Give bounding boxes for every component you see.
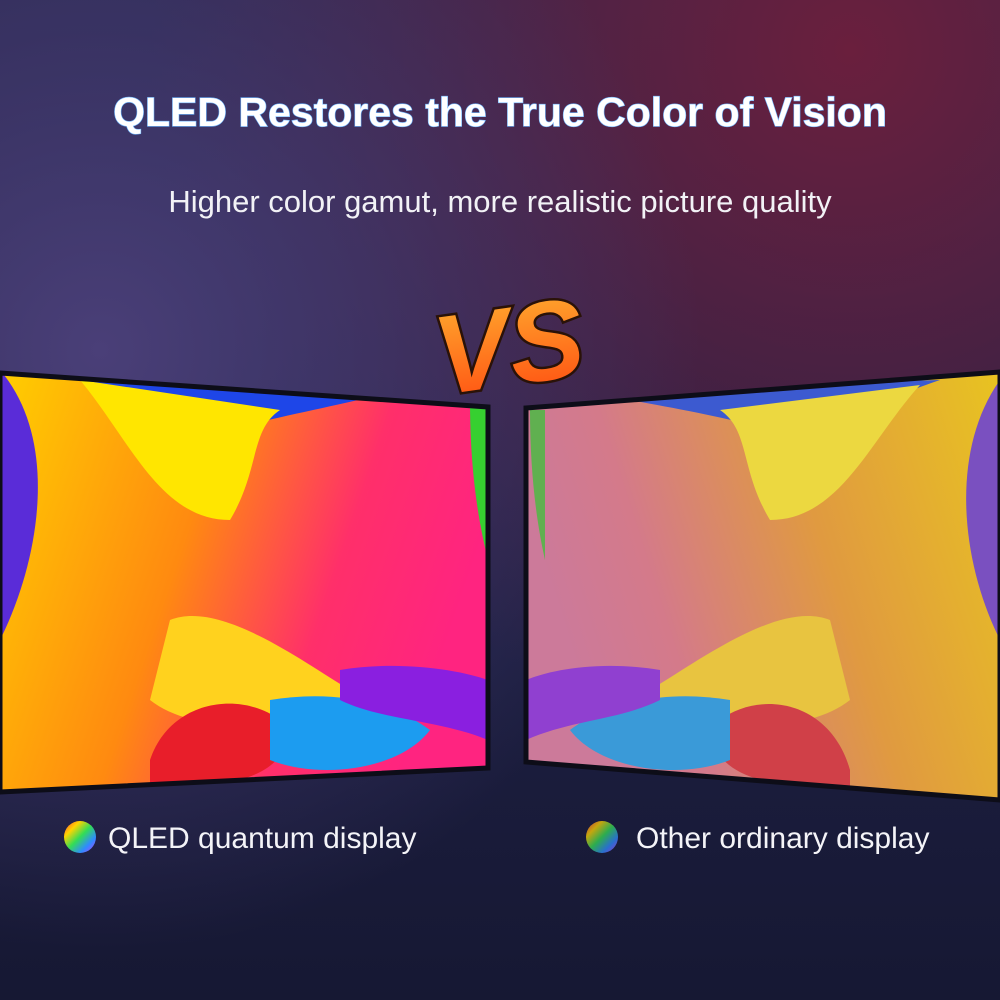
vs-badge: VS bbox=[426, 274, 591, 419]
title: QLED Restores the True Color of Vision bbox=[113, 89, 887, 135]
color-icon bbox=[64, 821, 96, 853]
legend-label: Other ordinary display bbox=[636, 822, 929, 855]
screen-bezel bbox=[0, 370, 491, 795]
ordinary-screen bbox=[526, 372, 1000, 800]
qled-screen bbox=[0, 373, 488, 792]
subtitle: Higher color gamut, more realistic pictu… bbox=[168, 184, 832, 219]
legend-label: QLED quantum display bbox=[108, 822, 417, 855]
screen-bezel bbox=[523, 369, 1000, 803]
color-icon bbox=[586, 821, 618, 853]
